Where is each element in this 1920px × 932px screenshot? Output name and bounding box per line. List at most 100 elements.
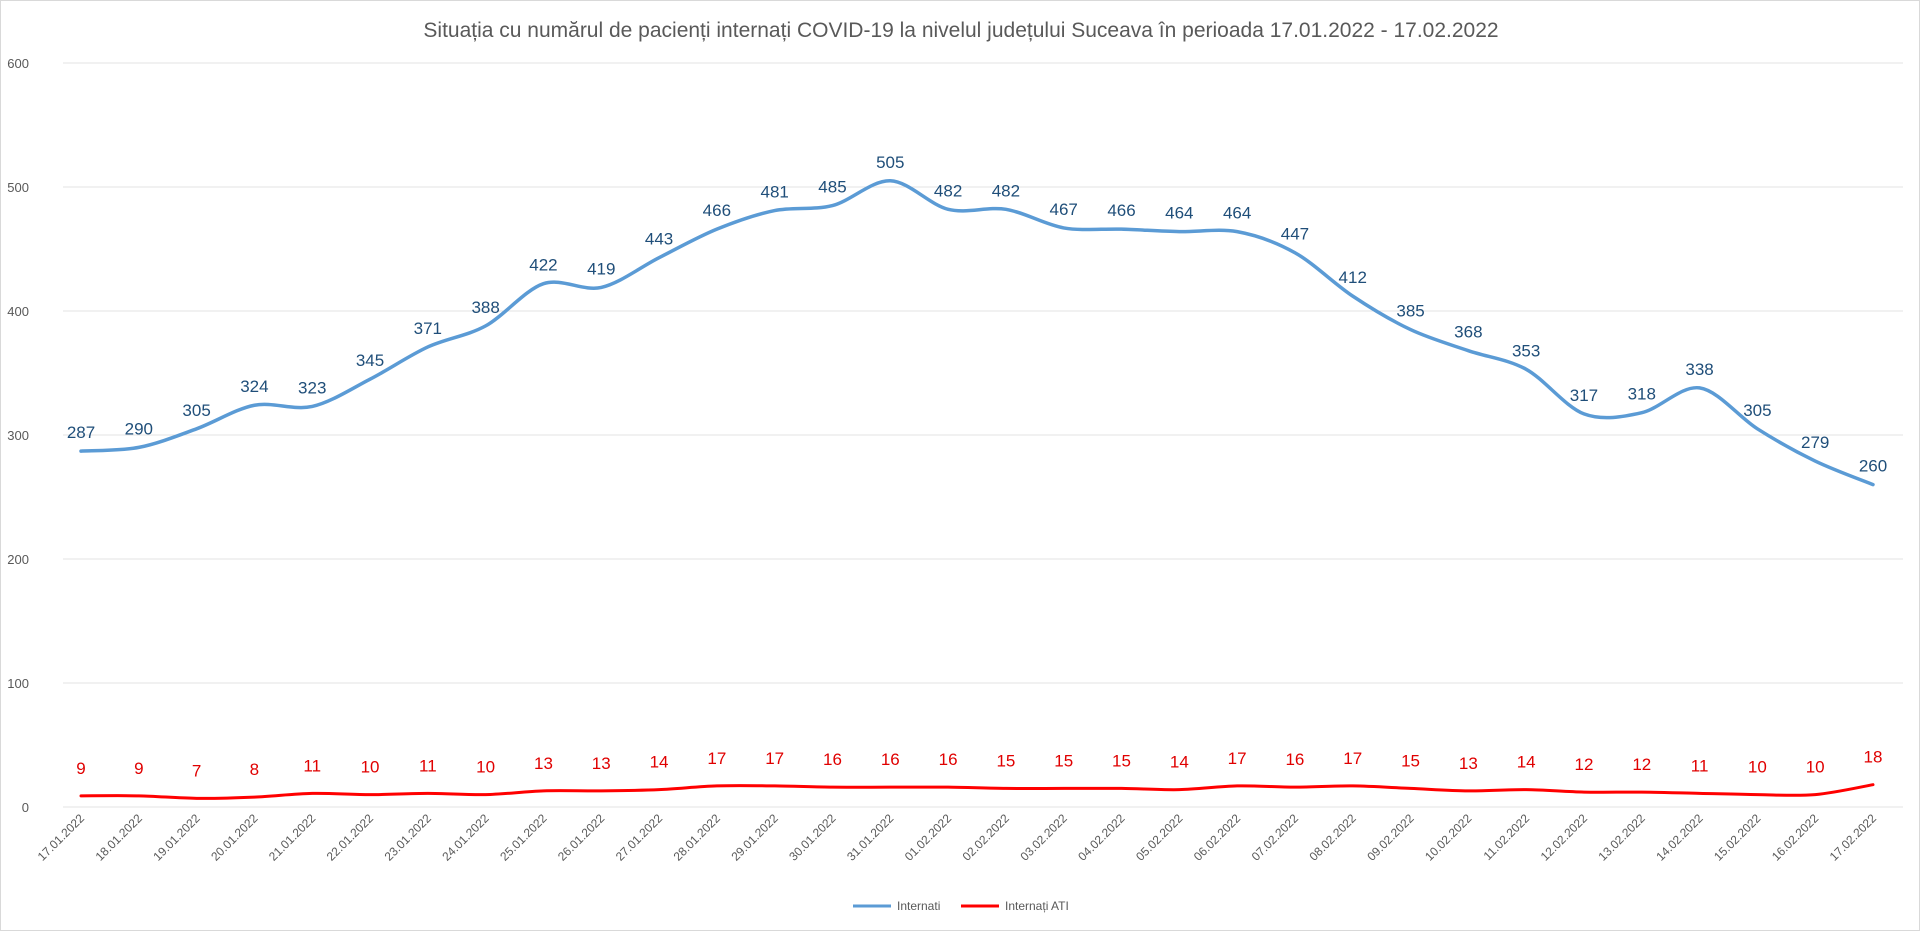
data-label: 287	[67, 423, 95, 442]
data-label: 412	[1339, 268, 1367, 287]
data-labels: 287 290 305 324 323 345 371 388 422 419 443 466 481 4…	[67, 153, 1887, 781]
y-axis-ticks: 0 100 200 300 400 500 600	[7, 56, 29, 815]
x-tick-label: 10.02.2022	[1422, 811, 1475, 864]
x-tick-label: 16.02.2022	[1769, 811, 1822, 864]
data-label: 505	[876, 153, 904, 172]
x-tick-label: 02.02.2022	[960, 811, 1013, 864]
y-tick-label: 200	[7, 552, 29, 567]
data-label: 17	[765, 749, 784, 768]
x-tick-label: 18.01.2022	[93, 811, 146, 864]
data-label: 323	[298, 378, 326, 397]
x-tick-label: 07.02.2022	[1249, 811, 1302, 864]
x-tick-label: 17.02.2022	[1827, 811, 1880, 864]
y-tick-label: 300	[7, 428, 29, 443]
data-label: 260	[1859, 457, 1887, 476]
data-label: 481	[760, 183, 788, 202]
data-label: 464	[1165, 204, 1193, 223]
data-label: 8	[250, 760, 259, 779]
data-label: 324	[240, 377, 268, 396]
data-label: 16	[881, 750, 900, 769]
series-lines	[79, 179, 1875, 800]
y-tick-label: 100	[7, 676, 29, 691]
data-label: 290	[125, 419, 153, 438]
data-label: 305	[1743, 401, 1771, 420]
data-label: 13	[1459, 754, 1478, 773]
x-tick-label: 24.01.2022	[439, 811, 492, 864]
data-label: 11	[1691, 756, 1709, 775]
data-label: 345	[356, 351, 384, 370]
data-label: 422	[529, 256, 557, 275]
data-label: 11	[419, 756, 437, 775]
data-label: 447	[1281, 225, 1309, 244]
data-label: 419	[587, 259, 615, 278]
data-label: 485	[818, 178, 846, 197]
x-tick-label: 09.02.2022	[1364, 811, 1417, 864]
data-label: 12	[1632, 755, 1651, 774]
x-tick-label: 25.01.2022	[497, 811, 550, 864]
x-axis-ticks: 17.01.2022 18.01.2022 19.01.2022 20.01.2022…	[35, 811, 1880, 864]
data-label: 15	[1112, 751, 1131, 770]
data-label: 17	[1343, 749, 1362, 768]
x-tick-label: 28.01.2022	[671, 811, 724, 864]
chart-title: Situația cu numărul de pacienți internaț…	[423, 19, 1498, 42]
x-tick-label: 11.02.2022	[1481, 811, 1533, 863]
data-label: 368	[1454, 323, 1482, 342]
data-label: 353	[1512, 341, 1540, 360]
data-label: 7	[192, 761, 201, 780]
x-tick-label: 15.02.2022	[1711, 811, 1764, 864]
data-label: 14	[1170, 753, 1189, 772]
y-tick-label: 500	[7, 180, 29, 195]
data-label: 317	[1570, 386, 1598, 405]
x-tick-label: 19.01.2022	[150, 811, 203, 864]
x-tick-label: 12.02.2022	[1538, 811, 1591, 864]
legend: Internati Internați ATI	[853, 899, 1069, 913]
data-label: 466	[1107, 201, 1135, 220]
data-label: 17	[1228, 749, 1247, 768]
data-label: 10	[1748, 758, 1767, 777]
data-label: 279	[1801, 433, 1829, 452]
x-tick-label: 20.01.2022	[208, 811, 261, 864]
data-label: 464	[1223, 204, 1251, 223]
x-tick-label: 22.01.2022	[324, 811, 377, 864]
data-label: 15	[1401, 751, 1420, 770]
x-tick-label: 03.02.2022	[1017, 811, 1070, 864]
data-label: 318	[1628, 385, 1656, 404]
data-label: 13	[592, 754, 611, 773]
data-label: 10	[361, 758, 380, 777]
data-label: 16	[1285, 750, 1304, 769]
data-label: 15	[1054, 751, 1073, 770]
data-label: 17	[707, 749, 726, 768]
data-label: 10	[1806, 758, 1825, 777]
x-tick-label: 23.01.2022	[382, 811, 435, 864]
data-label: 13	[534, 754, 553, 773]
legend-label: Internați ATI	[1005, 899, 1069, 913]
x-tick-label: 04.02.2022	[1075, 811, 1128, 864]
x-tick-label: 14.02.2022	[1653, 811, 1706, 864]
data-label: 18	[1864, 748, 1883, 767]
y-tick-label: 400	[7, 304, 29, 319]
series-line-1	[79, 783, 1875, 800]
x-tick-label: 08.02.2022	[1306, 811, 1359, 864]
x-tick-label: 30.01.2022	[786, 811, 839, 864]
data-label: 388	[471, 298, 499, 317]
x-tick-label: 17.01.2022	[35, 811, 88, 864]
x-tick-label: 06.02.2022	[1191, 811, 1244, 864]
data-label: 12	[1575, 755, 1594, 774]
data-label: 338	[1685, 360, 1713, 379]
data-label: 305	[182, 401, 210, 420]
data-label: 371	[414, 319, 442, 338]
data-label: 466	[703, 201, 731, 220]
data-label: 482	[992, 181, 1020, 200]
y-tick-label: 600	[7, 56, 29, 71]
x-tick-label: 31.01.2022	[844, 811, 897, 864]
x-tick-label: 21.01.2022	[266, 811, 319, 864]
data-label: 9	[134, 759, 143, 778]
data-label: 9	[76, 759, 85, 778]
data-label: 15	[996, 751, 1015, 770]
series-line-0	[79, 179, 1875, 487]
data-label: 10	[476, 758, 495, 777]
data-label: 14	[650, 753, 669, 772]
data-label: 385	[1396, 302, 1424, 321]
